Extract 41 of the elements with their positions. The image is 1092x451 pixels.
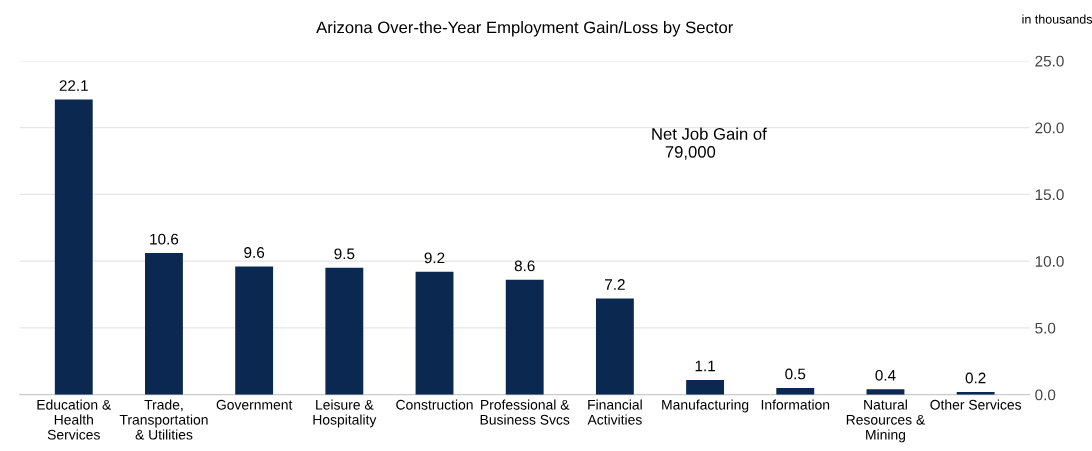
bar [776,387,815,395]
data-label: 8.6 [514,260,535,272]
annotation: Net Job Gain of 79,000 [652,127,767,160]
x-tick-label: Education & Health Services [37,399,111,440]
data-label: 0.4 [875,369,896,381]
y-axis-title: in thousands [1022,14,1092,24]
y-tick-label: 20.0 [1035,122,1064,134]
data-label: 9.5 [334,248,355,260]
x-tick-label: Leisure & Hospitality [313,399,377,428]
data-label: 1.1 [695,360,715,372]
data-label: 10.6 [150,233,179,245]
bar [325,267,364,395]
y-tick-label: 15.0 [1035,189,1064,201]
data-label: 7.2 [605,279,625,290]
bar [595,298,634,395]
y-tick-label: 0.0 [1035,389,1056,401]
x-tick-label: Financial Activities [587,399,642,425]
bar [686,379,725,395]
y-tick-label: 5.0 [1035,322,1056,334]
x-tick-label: Trade, Transportation & Utilities [119,399,208,440]
chart-title: Arizona Over-the-Year Employment Gain/Loss by Sector [316,21,734,37]
x-tick-label: Natural Resources & Mining [846,399,925,443]
bar [866,389,905,395]
bar [145,253,183,395]
data-label: 0.2 [965,372,986,384]
bar [235,266,274,395]
x-tick-label: Government [216,399,293,410]
x-tick-label: Professional & Business Svcs [480,399,570,425]
bar [505,279,544,395]
bar [415,271,454,395]
bar [54,99,93,395]
data-label: 9.6 [244,247,265,258]
y-tick-label: 10.0 [1035,256,1064,267]
data-label: 9.2 [424,252,445,264]
x-tick-label: Manufacturing [662,399,749,413]
data-label: 22.1 [59,80,88,91]
x-tick-label: Information [761,399,830,410]
y-tick-label: 25.0 [1035,55,1064,67]
data-label: 0.5 [785,368,806,380]
x-tick-label: Construction [396,399,473,410]
x-tick-label: Other Services [930,399,1022,410]
